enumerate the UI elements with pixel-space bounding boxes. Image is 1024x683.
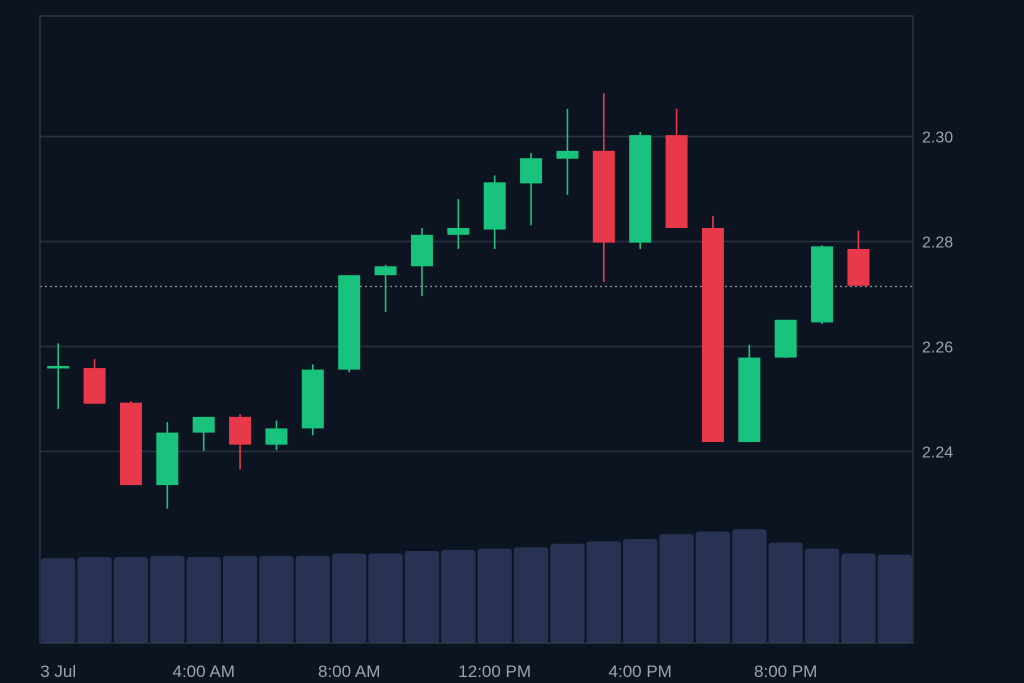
candle-body xyxy=(119,402,142,486)
volume-bar xyxy=(332,553,367,643)
volume-bar xyxy=(41,558,76,643)
volume-bar xyxy=(441,549,476,643)
volume-bar xyxy=(768,542,803,643)
volume-bar xyxy=(150,555,185,643)
candle-body xyxy=(483,182,506,230)
candle-up xyxy=(265,420,288,450)
candle-body xyxy=(338,275,361,370)
y-tick-label: 2.30 xyxy=(922,130,953,147)
volume-bar xyxy=(259,555,294,643)
candle-body xyxy=(47,365,70,369)
candle-up xyxy=(447,199,470,249)
candle-up xyxy=(629,131,652,249)
candle-body xyxy=(192,416,215,433)
x-tick-label: 4:00 PM xyxy=(609,662,672,681)
volume-bar xyxy=(695,531,731,643)
volume-bar xyxy=(732,529,767,643)
y-tick-label: 2.28 xyxy=(922,235,953,252)
candle-down xyxy=(592,93,615,283)
x-axis: 3 Jul 4:00 AM 8:00 AM 12:00 PM 4:00 PM 8:00 P… xyxy=(40,662,817,681)
candle-up xyxy=(374,264,397,312)
x-tick-label: 3 Jul xyxy=(40,662,76,681)
x-tick-label: 4:00 AM xyxy=(173,662,235,681)
candle-up xyxy=(410,227,433,297)
candle-body xyxy=(629,135,652,243)
volume-bar xyxy=(186,557,221,643)
grid-layer xyxy=(40,135,913,453)
candle-down xyxy=(119,401,142,486)
volume-bar xyxy=(586,541,621,643)
volume-bar xyxy=(877,554,912,643)
volume-bar xyxy=(77,557,112,643)
candle-down xyxy=(665,108,688,228)
candle-body xyxy=(156,432,179,486)
candle-body xyxy=(738,357,761,443)
candle-body xyxy=(229,416,252,445)
y-tick-label: 2.24 xyxy=(922,445,953,462)
plot-frame xyxy=(39,15,914,644)
volume-bar xyxy=(513,547,549,643)
candle-down xyxy=(701,215,724,443)
candle-up xyxy=(738,344,761,443)
y-axis: 2.30 2.28 2.26 2.24 xyxy=(922,130,953,462)
candle-body xyxy=(265,428,288,445)
volume-bar xyxy=(368,553,403,643)
volume-bar xyxy=(295,555,330,643)
candle-body xyxy=(774,319,797,358)
volume-bar xyxy=(841,553,876,643)
x-tick-label: 8:00 PM xyxy=(754,662,817,681)
volume-bar xyxy=(113,557,149,643)
candle-up xyxy=(483,175,506,249)
y-tick-label: 2.26 xyxy=(922,340,953,357)
volume-bar xyxy=(804,548,840,643)
x-tick-label: 8:00 AM xyxy=(318,662,380,681)
candle-body xyxy=(556,150,579,159)
volume-bar xyxy=(477,548,512,643)
candle-down xyxy=(847,230,870,286)
candle-body xyxy=(374,266,397,276)
candle-body xyxy=(665,135,688,228)
candle-up xyxy=(338,275,361,373)
candle-up xyxy=(156,422,179,509)
candle-up xyxy=(520,152,543,226)
candle-body xyxy=(592,150,615,243)
x-tick-label: 12:00 PM xyxy=(458,662,531,681)
candle-body xyxy=(847,248,870,286)
candle-body xyxy=(811,246,834,323)
candle-up xyxy=(774,319,797,359)
volume-bar xyxy=(550,543,585,643)
candle-up xyxy=(811,245,834,324)
candle-body xyxy=(701,227,724,443)
candle-body xyxy=(301,369,324,429)
candle-down xyxy=(83,359,106,404)
candle-body xyxy=(520,158,543,184)
candle-body xyxy=(410,234,433,267)
candle-up xyxy=(301,364,324,436)
volume-bar xyxy=(222,555,258,643)
candle-down xyxy=(229,414,252,470)
candle-up xyxy=(556,108,579,195)
candle-up xyxy=(47,343,70,409)
volume-bar xyxy=(623,538,658,643)
candle-up xyxy=(192,416,215,451)
candle-layer xyxy=(47,93,870,509)
volume-layer xyxy=(41,529,912,643)
volume-bar xyxy=(659,534,694,643)
candle-body xyxy=(447,227,470,235)
volume-bar xyxy=(404,551,440,643)
candle-body xyxy=(83,368,106,404)
